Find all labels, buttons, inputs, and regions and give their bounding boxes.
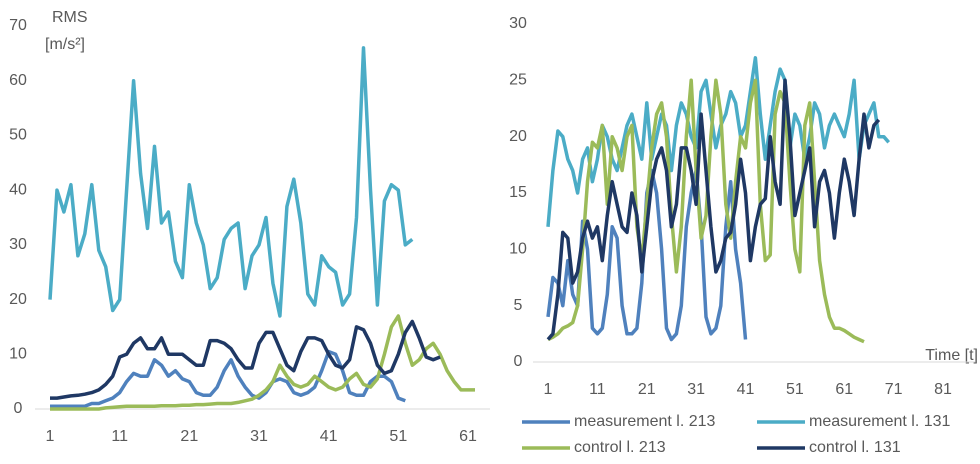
data-line	[547, 78, 865, 344]
y-tick-label: 40	[9, 181, 27, 198]
x-tick-label: 61	[835, 381, 853, 398]
y-tick-label: 0	[14, 400, 23, 417]
x-tick-label: 1	[46, 428, 55, 445]
legend-label: control l. 131	[809, 439, 901, 456]
y-tick-label: 25	[509, 72, 527, 89]
y-tick-label: 10	[509, 241, 527, 258]
y-tick-label: 5	[514, 297, 523, 314]
y-axis-label: RMS	[52, 9, 88, 26]
y-tick-label: 15	[509, 184, 527, 201]
y-tick-label: 30	[9, 236, 27, 253]
x-tick-label: 1	[544, 381, 553, 398]
x-tick-label: 31	[687, 381, 705, 398]
x-tick-label: 51	[786, 381, 804, 398]
x-tick-label: 41	[320, 428, 338, 445]
x-tick-label: 11	[111, 428, 128, 445]
x-tick-label: 21	[638, 381, 656, 398]
x-tick-label: 51	[389, 428, 407, 445]
y-tick-label: 20	[509, 128, 527, 145]
y-tick-label: 0	[514, 353, 523, 370]
x-tick-label: 11	[589, 381, 606, 398]
x-tick-label: 21	[180, 428, 198, 445]
legend-label: measurement l. 213	[574, 413, 716, 430]
x-tick-label: 71	[885, 381, 903, 398]
x-tick-label: 81	[934, 381, 952, 398]
y-tick-label: 50	[9, 127, 27, 144]
y-tick-label: 60	[9, 72, 27, 89]
legend-label: measurement l. 131	[809, 413, 951, 430]
data-line	[546, 78, 881, 341]
y-tick-label: 70	[9, 17, 27, 34]
y-tick-label: 10	[9, 346, 27, 363]
legend-label: control l. 213	[574, 439, 666, 456]
data-line	[546, 56, 891, 227]
y-axis-label: [m/s²]	[45, 36, 85, 53]
y-tick-label: 30	[509, 15, 527, 32]
x-tick-label: 31	[250, 428, 268, 445]
x-axis-label: Time [t]	[925, 347, 978, 364]
x-tick-label: 61	[459, 428, 477, 445]
y-tick-label: 20	[9, 291, 27, 308]
data-line	[48, 46, 414, 318]
data-line	[50, 319, 441, 400]
x-tick-label: 41	[737, 381, 755, 398]
